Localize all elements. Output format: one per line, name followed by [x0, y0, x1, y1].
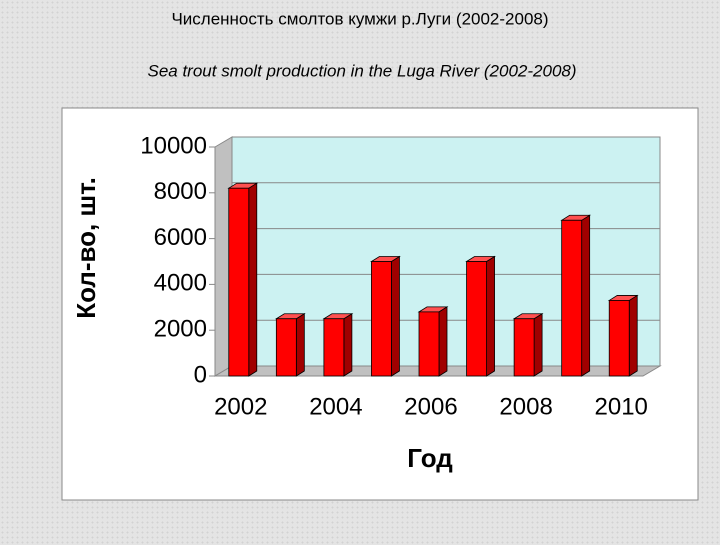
- slide-title: Численность смолтов кумжи р.Луги (2002-2…: [171, 9, 548, 28]
- x-tick-label: 2006: [404, 393, 457, 420]
- y-tick-label: 2000: [154, 316, 207, 343]
- x-axis-title: Год: [407, 443, 453, 473]
- slide-subtitle: Sea trout smolt production in the Luga R…: [147, 61, 576, 80]
- bar: [228, 187, 250, 377]
- bar-side: [295, 313, 305, 377]
- bar: [323, 318, 345, 377]
- x-tick-label: 2004: [309, 393, 362, 420]
- bar-side: [343, 313, 353, 377]
- bar-side: [628, 294, 638, 377]
- x-tick-label: 2002: [214, 393, 267, 420]
- bar-side: [248, 182, 258, 377]
- bar: [371, 261, 392, 377]
- bar: [561, 219, 583, 377]
- chart: 0 2000 4000 6000 8000 10000 2002 2004 2006 2008 20…: [140, 132, 662, 420]
- bar: [466, 261, 487, 377]
- x-tick-label: 2010: [595, 393, 648, 420]
- y-tick-label: 8000: [154, 178, 207, 205]
- bar-side: [438, 306, 448, 377]
- y-tick-label: 0: [194, 361, 207, 388]
- bar-side: [391, 255, 400, 377]
- bar-side: [581, 214, 591, 377]
- bar: [275, 318, 297, 377]
- y-tick-label: 10000: [140, 132, 207, 159]
- bar: [608, 300, 630, 377]
- bar-side: [486, 255, 495, 377]
- bar: [418, 311, 440, 377]
- y-tick-label: 4000: [154, 270, 207, 297]
- bar: [513, 318, 535, 377]
- y-tick-label: 6000: [154, 224, 207, 251]
- y-axis-title: Кол-во, шт.: [71, 177, 101, 319]
- bar-side: [533, 313, 543, 377]
- x-tick-label: 2008: [499, 393, 552, 420]
